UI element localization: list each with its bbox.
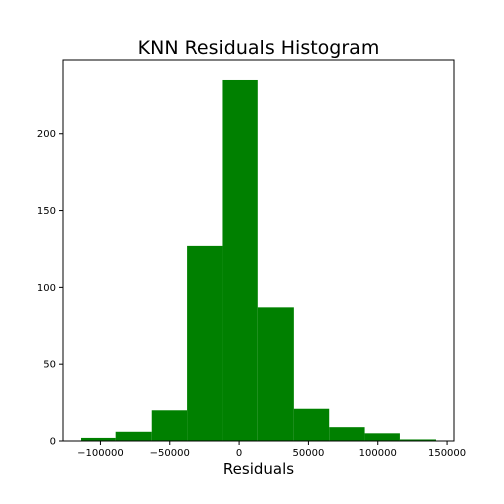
x-axis-label: Residuals <box>223 460 294 478</box>
histogram-bar-0 <box>81 437 116 441</box>
x-tick-label: 100000 <box>359 448 397 459</box>
histogram-bar-4 <box>222 79 258 441</box>
histogram-bar-2 <box>151 410 188 441</box>
x-tick-label: 0 <box>236 448 242 459</box>
y-tick-label: 100 <box>37 283 56 294</box>
y-tick-label: 0 <box>50 437 56 448</box>
y-tick-label: 50 <box>43 360 56 371</box>
plot-frame <box>62 59 455 442</box>
histogram-bar-1 <box>115 431 152 441</box>
x-tick-label: 50000 <box>293 448 325 459</box>
y-axis-ticks: 0 50 100 150 200 <box>37 129 63 448</box>
histogram-bar-3 <box>187 245 223 441</box>
y-tick-label: 200 <box>37 129 56 140</box>
bars-group <box>81 79 436 441</box>
x-axis-ticks: −100000 −50000 0 50000 100000 150000 <box>77 441 466 459</box>
chart-title: KNN Residuals Histogram <box>138 37 380 59</box>
x-tick-label: 150000 <box>428 448 466 459</box>
histogram-bar-8 <box>364 433 400 441</box>
x-tick-label: −50000 <box>150 448 190 459</box>
y-tick-label: 150 <box>37 206 56 217</box>
histogram-bar-5 <box>257 307 294 441</box>
histogram-bar-7 <box>329 427 365 441</box>
histogram-bar-9 <box>399 439 436 441</box>
histogram-bar-6 <box>293 408 330 441</box>
x-tick-label: −100000 <box>77 448 124 459</box>
